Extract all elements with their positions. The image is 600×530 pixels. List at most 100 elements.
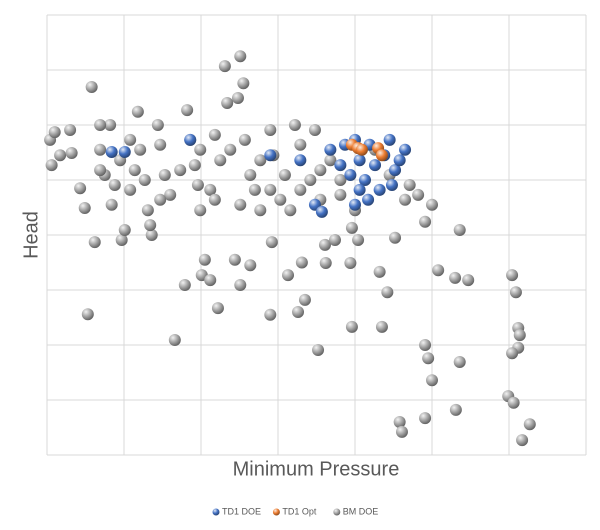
legend-label: TD1 Opt (282, 506, 317, 516)
legend-marker (272, 508, 280, 516)
point (131, 105, 144, 118)
point (81, 308, 94, 321)
point (228, 253, 241, 266)
point (78, 202, 91, 215)
point (462, 274, 475, 287)
legend-label: TD1 DOE (222, 506, 261, 516)
point (254, 154, 267, 167)
point (138, 174, 151, 186)
point (104, 119, 117, 131)
legend-marker (333, 508, 341, 516)
point (154, 193, 167, 206)
point (94, 164, 107, 177)
point (88, 236, 101, 249)
point (218, 60, 231, 73)
point (426, 374, 438, 387)
point (231, 92, 244, 105)
point (244, 259, 257, 272)
point (244, 169, 257, 182)
point (118, 145, 131, 158)
point (373, 183, 386, 196)
point (221, 97, 234, 109)
point (208, 193, 221, 206)
point (334, 174, 347, 186)
point (198, 253, 211, 266)
point (419, 412, 432, 425)
point (294, 138, 307, 151)
point (381, 286, 394, 299)
point (324, 143, 337, 156)
point (94, 119, 107, 131)
point (144, 219, 157, 232)
point (355, 143, 368, 156)
point (284, 204, 297, 217)
point (105, 198, 118, 211)
point (513, 329, 526, 342)
y-axis-label: Head (20, 211, 42, 259)
point (134, 143, 147, 156)
point (319, 257, 332, 270)
point (422, 352, 435, 365)
point (194, 204, 207, 217)
point (274, 193, 287, 206)
point (403, 178, 416, 191)
point (54, 149, 67, 162)
point (48, 126, 61, 139)
point (141, 204, 154, 217)
point (419, 215, 432, 228)
point (234, 279, 247, 292)
point (304, 174, 317, 186)
point (74, 182, 87, 195)
point (349, 198, 361, 211)
point (314, 164, 327, 177)
point (254, 204, 267, 217)
point (308, 123, 321, 136)
point (234, 198, 247, 211)
point (154, 138, 167, 151)
point (344, 257, 357, 270)
point (294, 183, 307, 196)
point (389, 231, 402, 244)
point (237, 77, 250, 90)
point (178, 279, 191, 292)
point (158, 169, 171, 182)
point (188, 159, 201, 172)
legend-label: BM DOE (343, 506, 379, 516)
point (344, 169, 357, 182)
point (265, 236, 278, 249)
point (449, 403, 462, 416)
point (282, 269, 295, 282)
point (318, 238, 331, 251)
point (432, 264, 445, 277)
point (385, 178, 398, 191)
point (375, 320, 388, 333)
point (204, 274, 217, 287)
point (312, 343, 325, 356)
point (181, 104, 194, 117)
point (395, 425, 408, 438)
point (506, 269, 519, 282)
point (168, 334, 181, 347)
point (184, 133, 197, 146)
point (412, 188, 425, 201)
point (523, 418, 536, 431)
point (204, 183, 217, 196)
point (94, 143, 107, 156)
point (393, 154, 406, 167)
point (359, 174, 372, 186)
legend-marker (212, 508, 220, 516)
point (118, 224, 131, 237)
point (315, 205, 328, 218)
point (191, 178, 204, 191)
point (373, 265, 386, 278)
point (164, 188, 177, 201)
point (449, 271, 462, 284)
point (362, 193, 375, 206)
point (208, 128, 221, 141)
point (278, 169, 291, 182)
point (174, 164, 187, 177)
point (292, 306, 305, 318)
point (194, 143, 207, 156)
point (383, 133, 396, 146)
